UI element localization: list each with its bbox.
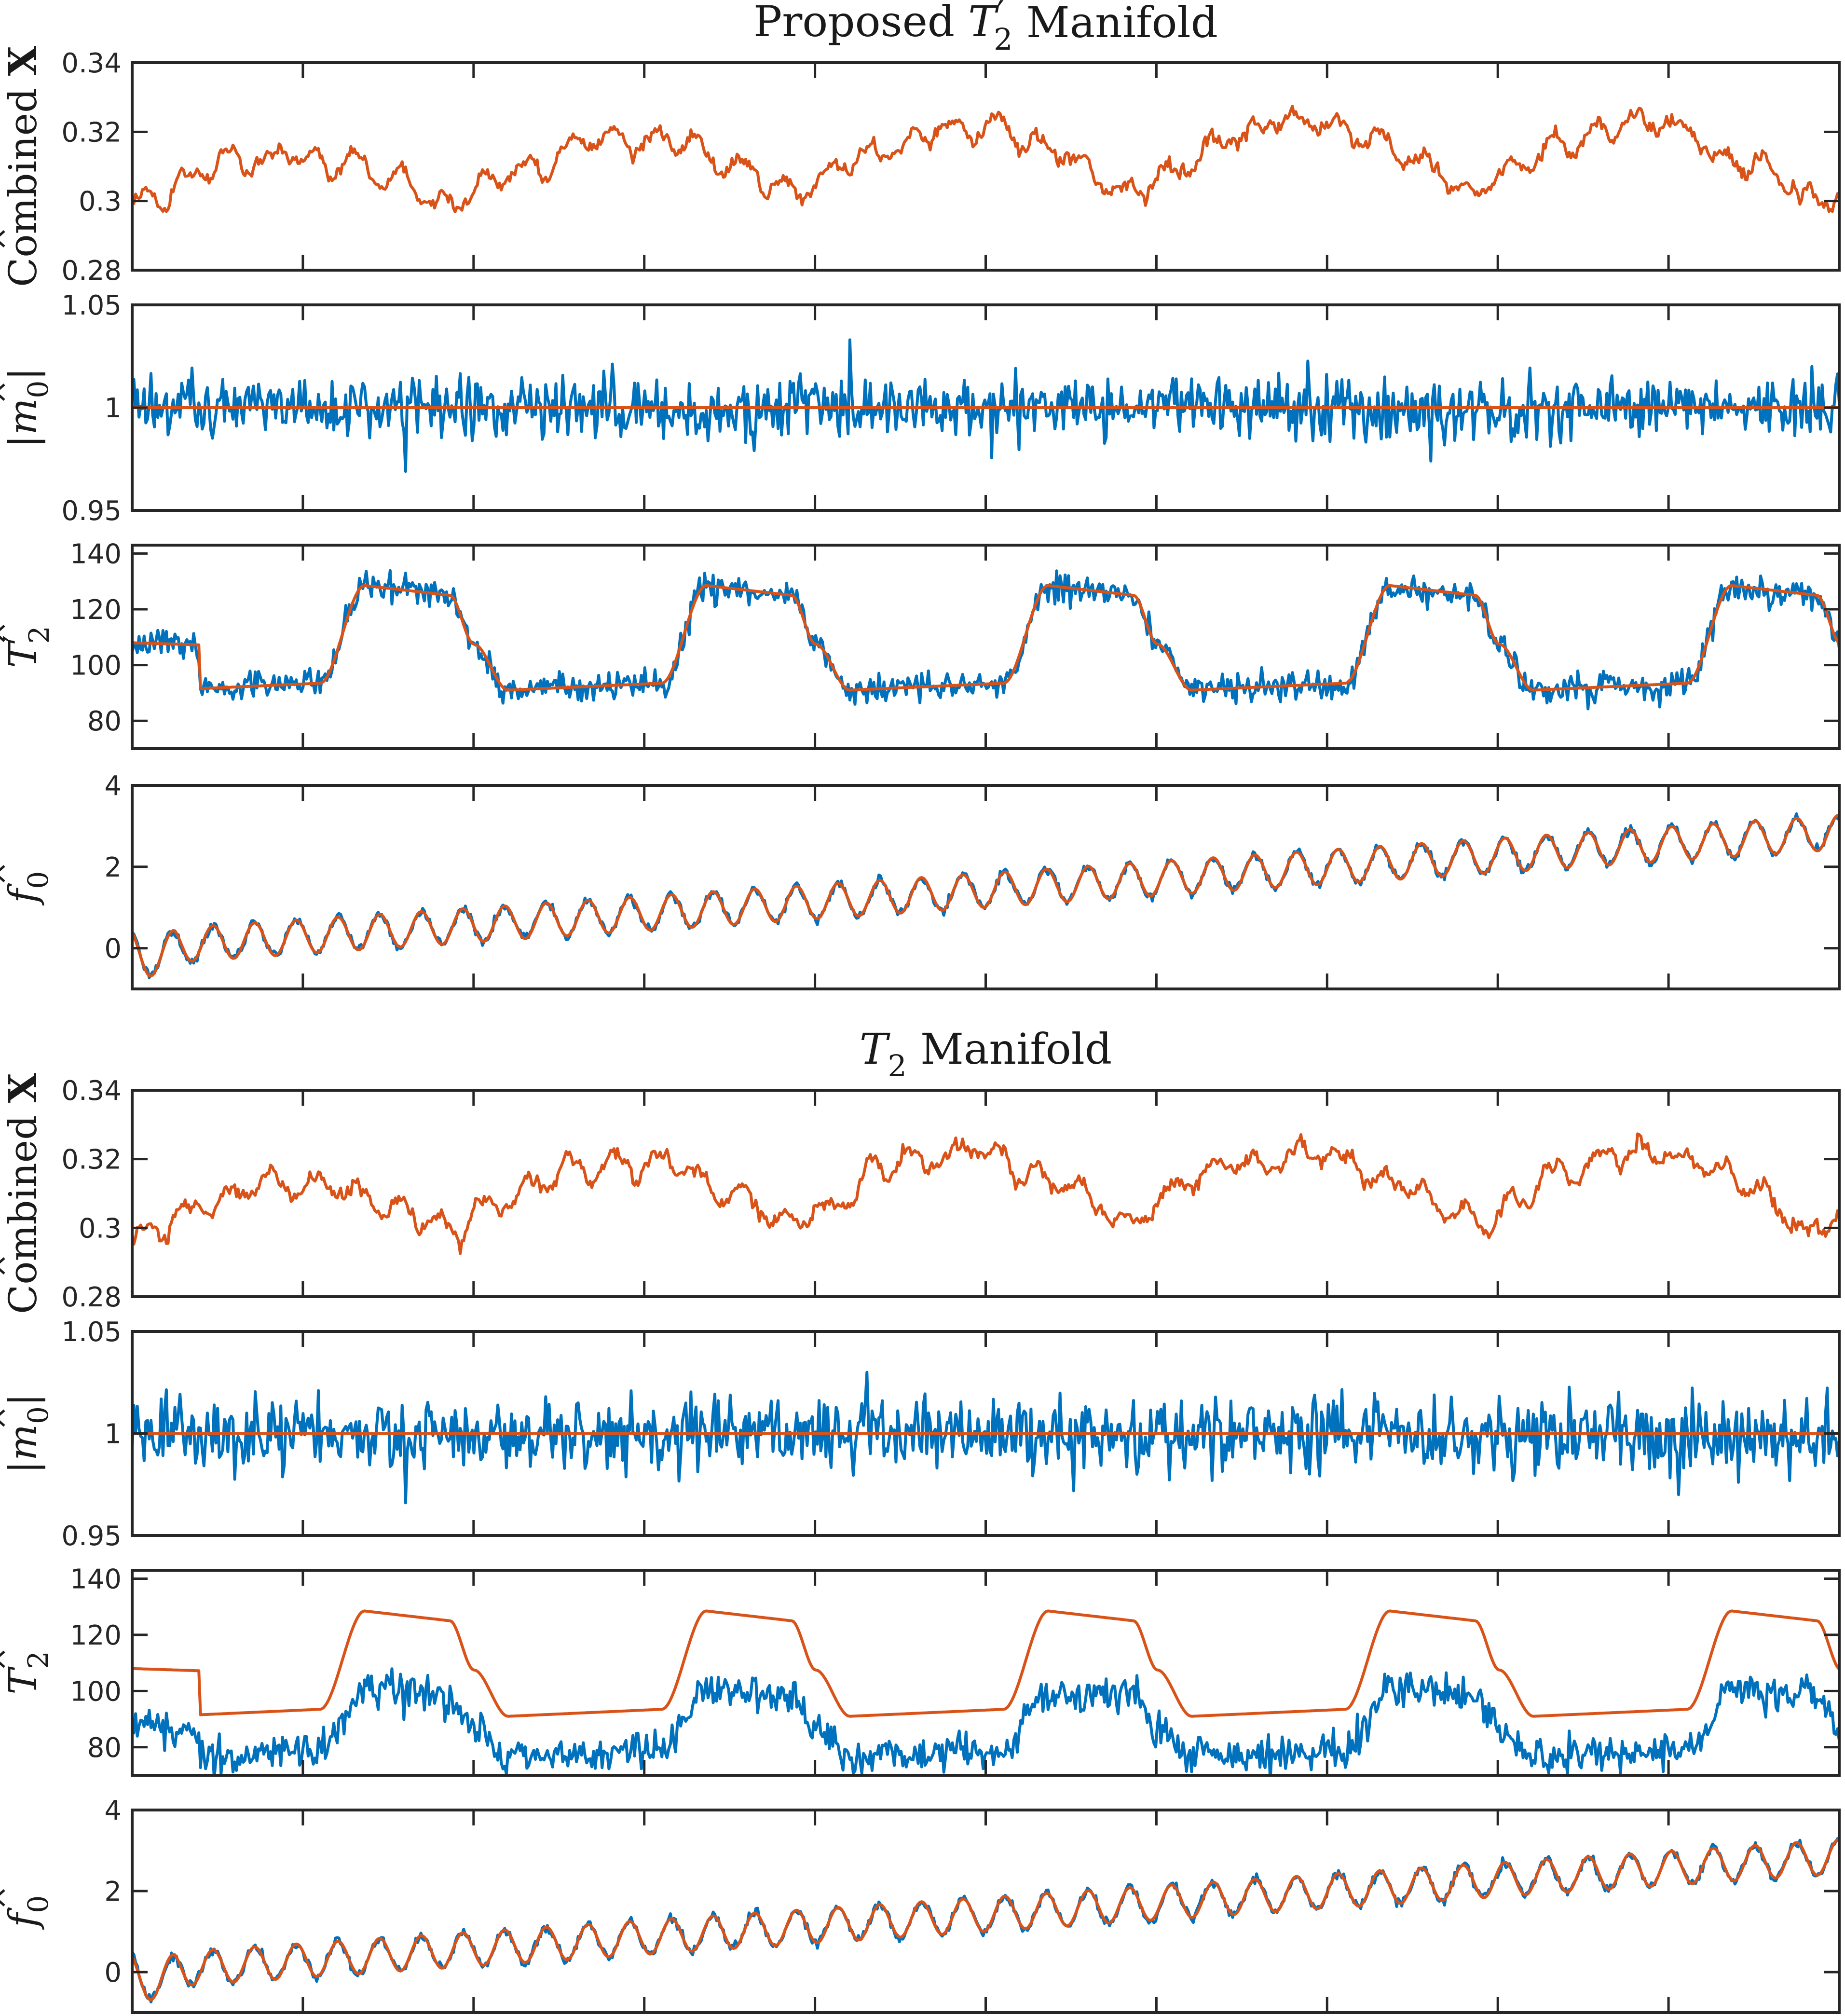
axes-frame (131, 784, 1841, 990)
hat-accent (0, 230, 5, 247)
y-tick-label: 0.28 (61, 1282, 122, 1313)
series-line-observed (132, 1371, 1839, 1505)
y-tick-label: 1.05 (61, 1317, 122, 1348)
series-line-reference (132, 1838, 1839, 2002)
y-tick-label: 140 (70, 1563, 122, 1595)
series-line-reference (132, 1132, 1839, 1255)
y-tick-label: 4 (104, 1795, 122, 1826)
y-tick-label: 0 (104, 933, 122, 965)
hat-accent (0, 1409, 5, 1427)
y-tick-label: 0.28 (61, 255, 122, 287)
hat-accent (0, 1257, 5, 1275)
y-tick-label: 2 (104, 852, 122, 883)
y-tick-label: 0.3 (79, 186, 122, 218)
axes-frame (131, 61, 1841, 272)
y-tick-label: 1 (104, 1419, 122, 1450)
hat-accent (0, 625, 5, 642)
y-tick-label: 0.95 (61, 495, 122, 527)
y-tick-label: 0.32 (61, 1144, 122, 1176)
y-tick-label: 0.3 (79, 1213, 122, 1244)
y-tick-label: 80 (87, 706, 122, 737)
y-tick-label: 1 (104, 393, 122, 424)
y-tick-label: 100 (70, 650, 122, 682)
y-tick-label: 2 (104, 1876, 122, 1907)
y-tick-label: 0.95 (61, 1521, 122, 1552)
subplot-7: 80 100 120 140 T2 (0, 1563, 1841, 1777)
hat-accent (0, 865, 5, 882)
y-axis-label: T′2 (0, 626, 55, 668)
subplot-2: 0.95 1 1.05 |m0| (0, 290, 1841, 527)
y-tick-label: 4 (104, 770, 122, 802)
series-line-observed (132, 338, 1839, 473)
y-tick-label: 140 (70, 538, 122, 570)
y-tick-label: 0.32 (61, 117, 122, 148)
subplot-5: 0.28 0.3 0.32 0.34 Combined X (0, 1073, 1841, 1314)
y-tick-label: 80 (87, 1732, 122, 1764)
subplot-1: 0.28 0.3 0.32 0.34 Combined X (0, 46, 1841, 287)
y-axis-label: f0 (0, 1895, 55, 1930)
axes-frame (131, 1569, 1841, 1777)
y-axis-label: Combined X (0, 1073, 45, 1314)
y-tick-label: 100 (70, 1676, 122, 1707)
y-axis-label: f0 (0, 871, 55, 906)
figure-title-2: T2 Manifold (860, 1024, 1112, 1083)
y-axis-label: |m0| (0, 1393, 55, 1474)
hat-accent (0, 1889, 5, 1906)
y-tick-label: 0.34 (61, 48, 122, 79)
axes-frame (131, 1809, 1841, 2014)
series-line-reference (132, 105, 1839, 213)
series-line-observed (132, 1667, 1839, 1775)
y-tick-label: 0 (104, 1957, 122, 1989)
y-axis-label: T2 (0, 1651, 55, 1694)
y-tick-label: 0.34 (61, 1075, 122, 1107)
subplot-4: 0 2 4 f0 (0, 770, 1841, 990)
y-tick-label: 1.05 (61, 290, 122, 321)
y-axis-label: Combined X (0, 46, 45, 287)
subplot-3: 80 100 120 140 T′2 (0, 538, 1841, 750)
hat-accent (0, 384, 5, 401)
series-line-reference (132, 1609, 1839, 1718)
axes-frame (131, 1089, 1841, 1298)
y-tick-label: 120 (70, 594, 122, 626)
y-axis-label: |m0| (0, 368, 55, 448)
series-line-reference (132, 584, 1839, 692)
subplot-8: 0 2 4 f0 (0, 1795, 1841, 2014)
hat-accent (0, 1650, 5, 1668)
figure-title-1: Proposed T′ 2 Manifold (753, 0, 1218, 57)
y-tick-label: 120 (70, 1620, 122, 1651)
subplot-6: 0.95 1 1.05 |m0| (0, 1317, 1841, 1552)
series-line-reference (132, 814, 1839, 978)
